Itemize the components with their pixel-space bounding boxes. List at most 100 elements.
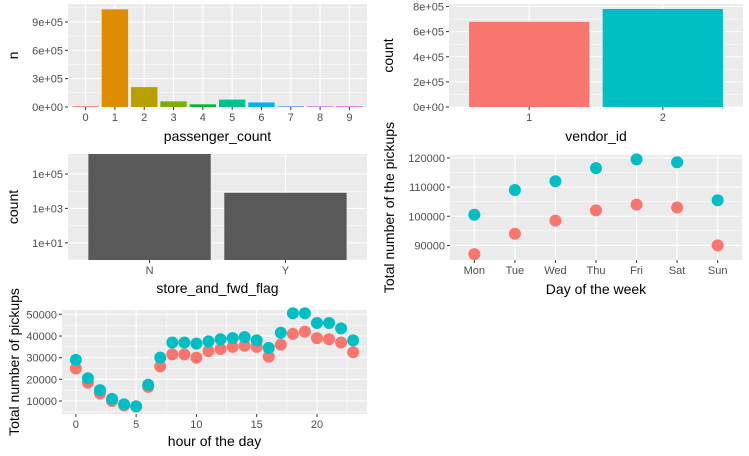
weekday-y-title: Total number of the pickups xyxy=(381,122,397,293)
weekday-y-tick-label: 90000 xyxy=(414,240,445,252)
vendor-y-tick-label: 8e+05 xyxy=(413,2,444,14)
vendor-y-tick-label: 6e+05 xyxy=(413,27,444,39)
weekday-point xyxy=(590,204,602,217)
store-y-tick-label: 1e+05 xyxy=(32,169,63,181)
hour-point xyxy=(142,378,155,391)
hour-y-title: Total number of pickups xyxy=(6,288,22,436)
weekday-y-tick-label: 100000 xyxy=(408,211,445,223)
passenger-bar xyxy=(248,102,275,107)
hour-point xyxy=(154,360,167,373)
hour-point xyxy=(262,341,275,354)
weekday-x-ticks: Mon Tue Wed Thu Fri Sat Sun xyxy=(464,260,728,277)
hour-point xyxy=(130,400,143,413)
hour-point xyxy=(178,336,191,349)
hour-point xyxy=(69,353,82,366)
hour-y-tick-label: 40000 xyxy=(26,331,57,343)
hour-x-title: hour of the day xyxy=(168,433,261,449)
hour-x-tick-label: 5 xyxy=(133,419,139,431)
hour-y-tick-label: 50000 xyxy=(26,309,57,321)
weekday-point xyxy=(468,248,481,261)
hour-point xyxy=(226,332,239,345)
vendor-bar xyxy=(469,21,590,108)
hour-point xyxy=(310,332,323,345)
passenger-chart: 0 1 2 3 4 5 6 7 8 9 0e+00 3e+05 6e+05 9e+05 passenge… xyxy=(5,4,367,144)
weekday-point xyxy=(468,208,481,221)
hour-point xyxy=(238,331,251,344)
hour-point xyxy=(106,392,119,405)
weekday-point xyxy=(711,194,724,207)
passenger-x-tick-label: 5 xyxy=(229,112,235,124)
passenger-x-tick-label: 4 xyxy=(200,112,206,124)
passenger-bar xyxy=(336,106,363,107)
hour-x-tick-label: 10 xyxy=(190,419,202,431)
hour-point xyxy=(335,336,348,349)
passenger-x-tick-label: 8 xyxy=(317,112,323,124)
passenger-bar xyxy=(101,9,129,107)
passenger-y-tick-label: 3e+05 xyxy=(32,74,63,86)
store-bars xyxy=(88,154,347,260)
weekday-point xyxy=(671,156,684,169)
hour-grid xyxy=(62,310,367,414)
store-y-ticks: 1e+01 1e+03 1e+05 xyxy=(32,169,68,250)
store-x-title: store_and_fwd_flag xyxy=(156,280,278,296)
hour-point xyxy=(286,327,299,340)
passenger-x-tick-label: 2 xyxy=(141,112,147,124)
hour-point xyxy=(154,351,167,364)
weekday-x-tick-label: Thu xyxy=(587,265,606,277)
weekday-x-tick-label: Sun xyxy=(708,265,728,277)
vendor-y-tick-label: 2e+05 xyxy=(413,77,444,89)
store-bar xyxy=(224,192,347,260)
weekday-point xyxy=(508,184,521,196)
vendor-x-title: vendor_id xyxy=(565,128,627,144)
passenger-bar xyxy=(277,106,304,107)
weekday-x-title: Day of the week xyxy=(546,281,647,297)
weekday-x-tick-label: Sat xyxy=(669,265,686,277)
vendor-x-tick-label: 1 xyxy=(526,112,532,124)
hour-point xyxy=(323,317,336,329)
hour-point xyxy=(323,333,336,346)
weekday-y-tick-label: 120000 xyxy=(408,153,445,165)
hour-points xyxy=(69,307,360,413)
weekday-point xyxy=(549,175,562,188)
weekday-x-tick-label: Tue xyxy=(506,265,525,277)
passenger-bar xyxy=(218,99,246,107)
weekday-point xyxy=(549,214,562,227)
hour-point xyxy=(262,350,275,363)
weekday-point xyxy=(671,201,684,214)
hour-point xyxy=(69,362,82,375)
vendor-y-tick-label: 4e+05 xyxy=(413,52,444,64)
passenger-x-ticks: 0 1 2 3 4 5 6 7 8 9 xyxy=(83,107,352,124)
weekday-x-tick-label: Fri xyxy=(630,265,643,277)
passenger-y-tick-label: 9e+05 xyxy=(32,17,63,29)
hour-point xyxy=(118,398,131,411)
hour-point xyxy=(166,336,179,349)
passenger-y-ticks: 0e+00 3e+05 6e+05 9e+05 xyxy=(32,17,68,114)
passenger-bar xyxy=(189,104,217,107)
vendor-y-title: count xyxy=(380,38,396,72)
vendor-bars xyxy=(469,8,723,108)
hour-point xyxy=(178,348,191,361)
passenger-y-tick-label: 6e+05 xyxy=(32,45,63,57)
passenger-bar xyxy=(306,106,334,107)
hour-x-tick-label: 20 xyxy=(311,419,323,431)
hour-point xyxy=(250,334,263,347)
hour-y-tick-label: 20000 xyxy=(26,374,57,386)
vendor-x-tick-label: 2 xyxy=(660,112,666,124)
weekday-y-tick-label: 110000 xyxy=(409,182,445,194)
hour-point xyxy=(347,334,360,347)
passenger-x-tick-label: 3 xyxy=(170,112,176,124)
store-bar xyxy=(88,154,211,260)
weekday-y-ticks: 90000 100000 110000 120000 xyxy=(408,153,450,252)
passenger-x-tick-label: 9 xyxy=(346,112,352,124)
hour-x-tick-label: 0 xyxy=(73,419,79,431)
hour-x-tick-label: 15 xyxy=(251,419,263,431)
passenger-x-title: passenger_count xyxy=(164,128,272,144)
passenger-bar xyxy=(160,101,187,107)
weekday-chart: Mon Tue Wed Thu Fri Sat Sun 90000 100000 110000 1… xyxy=(381,122,742,297)
weekday-grid xyxy=(450,155,742,260)
hour-point xyxy=(335,322,348,335)
store-x-tick-label: N xyxy=(146,265,154,277)
